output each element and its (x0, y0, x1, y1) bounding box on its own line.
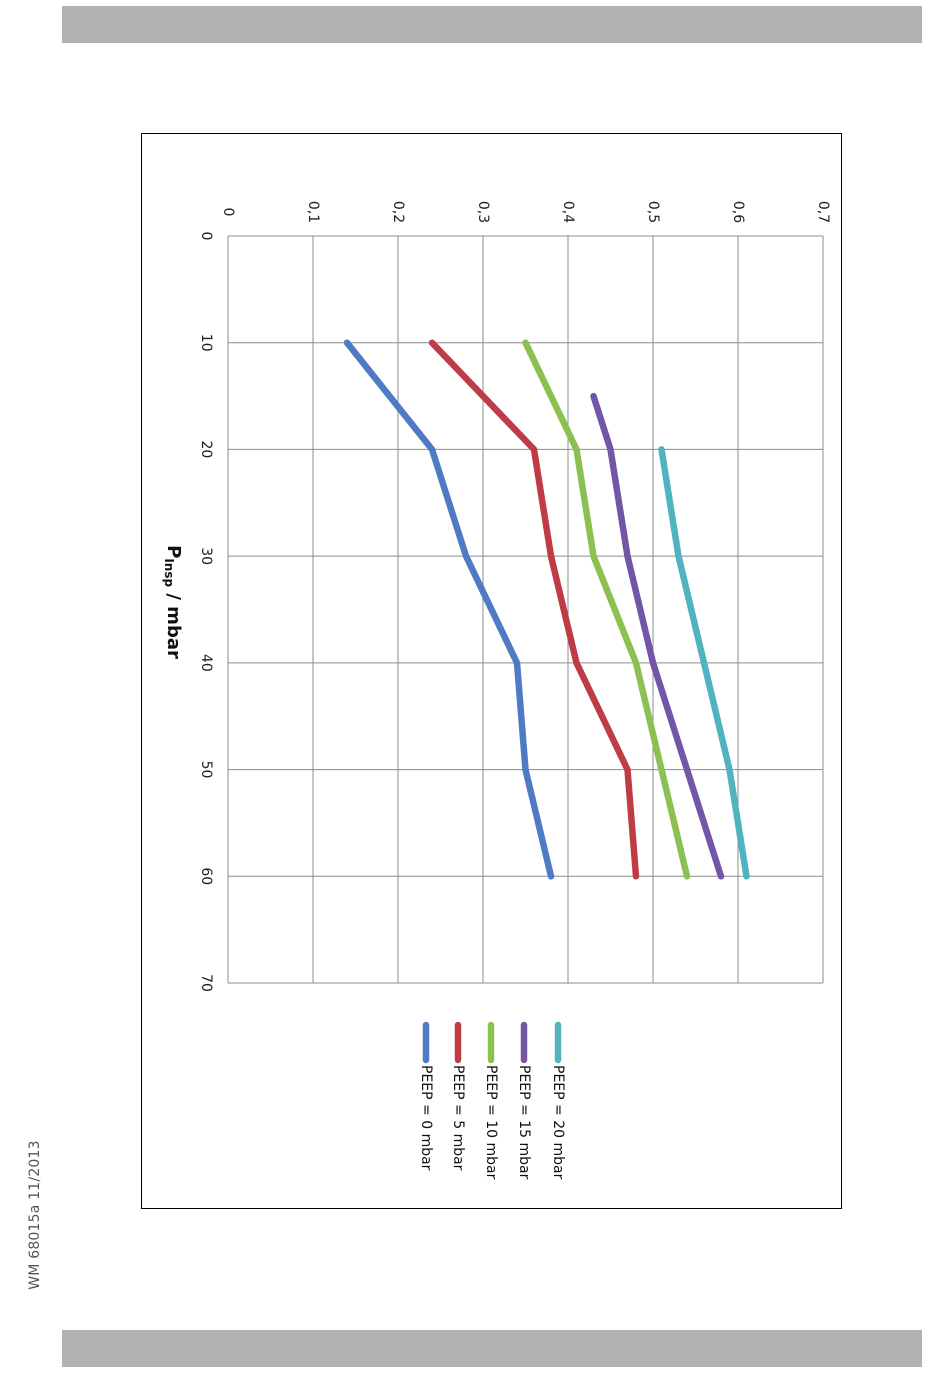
tick-label-layer: 0 0,1 0,2 0,3 0,4 0,5 0,6 0,7 0 10 20 30 40 50 60 70 (198, 201, 831, 992)
series-line-1 (428, 339, 640, 880)
legend-layer: PEEP = 0 mbar PEEP = 5 mbar PEEP = 10 mbar… (418, 1021, 566, 1180)
pressure-tick-label: 10 (198, 334, 214, 352)
value-tick-label: 0,7 (815, 201, 831, 223)
line-chart: 0 0,1 0,2 0,3 0,4 0,5 0,6 0,7 0 10 20 30 40 50 60 70 PE… (162, 201, 831, 1180)
legend-label-4: PEEP = 20 mbar (550, 1065, 566, 1180)
value-tick-label: 0,1 (305, 201, 321, 223)
series-line-2 (522, 339, 691, 880)
document-code: WM 68015a 11/2013 (27, 1140, 43, 1290)
pressure-tick-label: 60 (198, 867, 214, 885)
footer-bar (62, 1330, 922, 1367)
series-line-3 (590, 392, 725, 880)
value-tick-label: 0,2 (390, 201, 406, 223)
pressure-tick-label: 20 (198, 441, 214, 459)
value-tick-label: 0,4 (560, 201, 576, 223)
chart-frame: 0 0,1 0,2 0,3 0,4 0,5 0,6 0,7 0 10 20 30 40 50 60 70 PE… (141, 133, 842, 1209)
pressure-tick-label: 40 (198, 654, 214, 672)
pressure-tick-label: 50 (198, 761, 214, 779)
value-tick-label: 0,5 (645, 201, 661, 223)
header-bar (62, 6, 922, 43)
legend-label-2: PEEP = 10 mbar (483, 1065, 499, 1180)
legend-label-0: PEEP = 0 mbar (418, 1065, 434, 1171)
series-line-4 (658, 446, 750, 880)
series-line-0 (343, 339, 555, 880)
value-tick-label: 0 (220, 208, 236, 217)
pressure-tick-label: 0 (198, 232, 214, 241)
axis-title-layer: PInsp / mbar (162, 545, 185, 659)
value-tick-label: 0,3 (475, 201, 491, 223)
pressure-tick-label: 30 (198, 547, 214, 565)
series-layer (343, 339, 750, 880)
legend-label-3: PEEP = 15 mbar (516, 1065, 532, 1180)
legend-label-1: PEEP = 5 mbar (450, 1065, 466, 1171)
pressure-tick-label: 70 (198, 974, 214, 992)
pressure-axis-title: PInsp / mbar (162, 545, 185, 659)
value-tick-label: 0,6 (730, 201, 746, 223)
